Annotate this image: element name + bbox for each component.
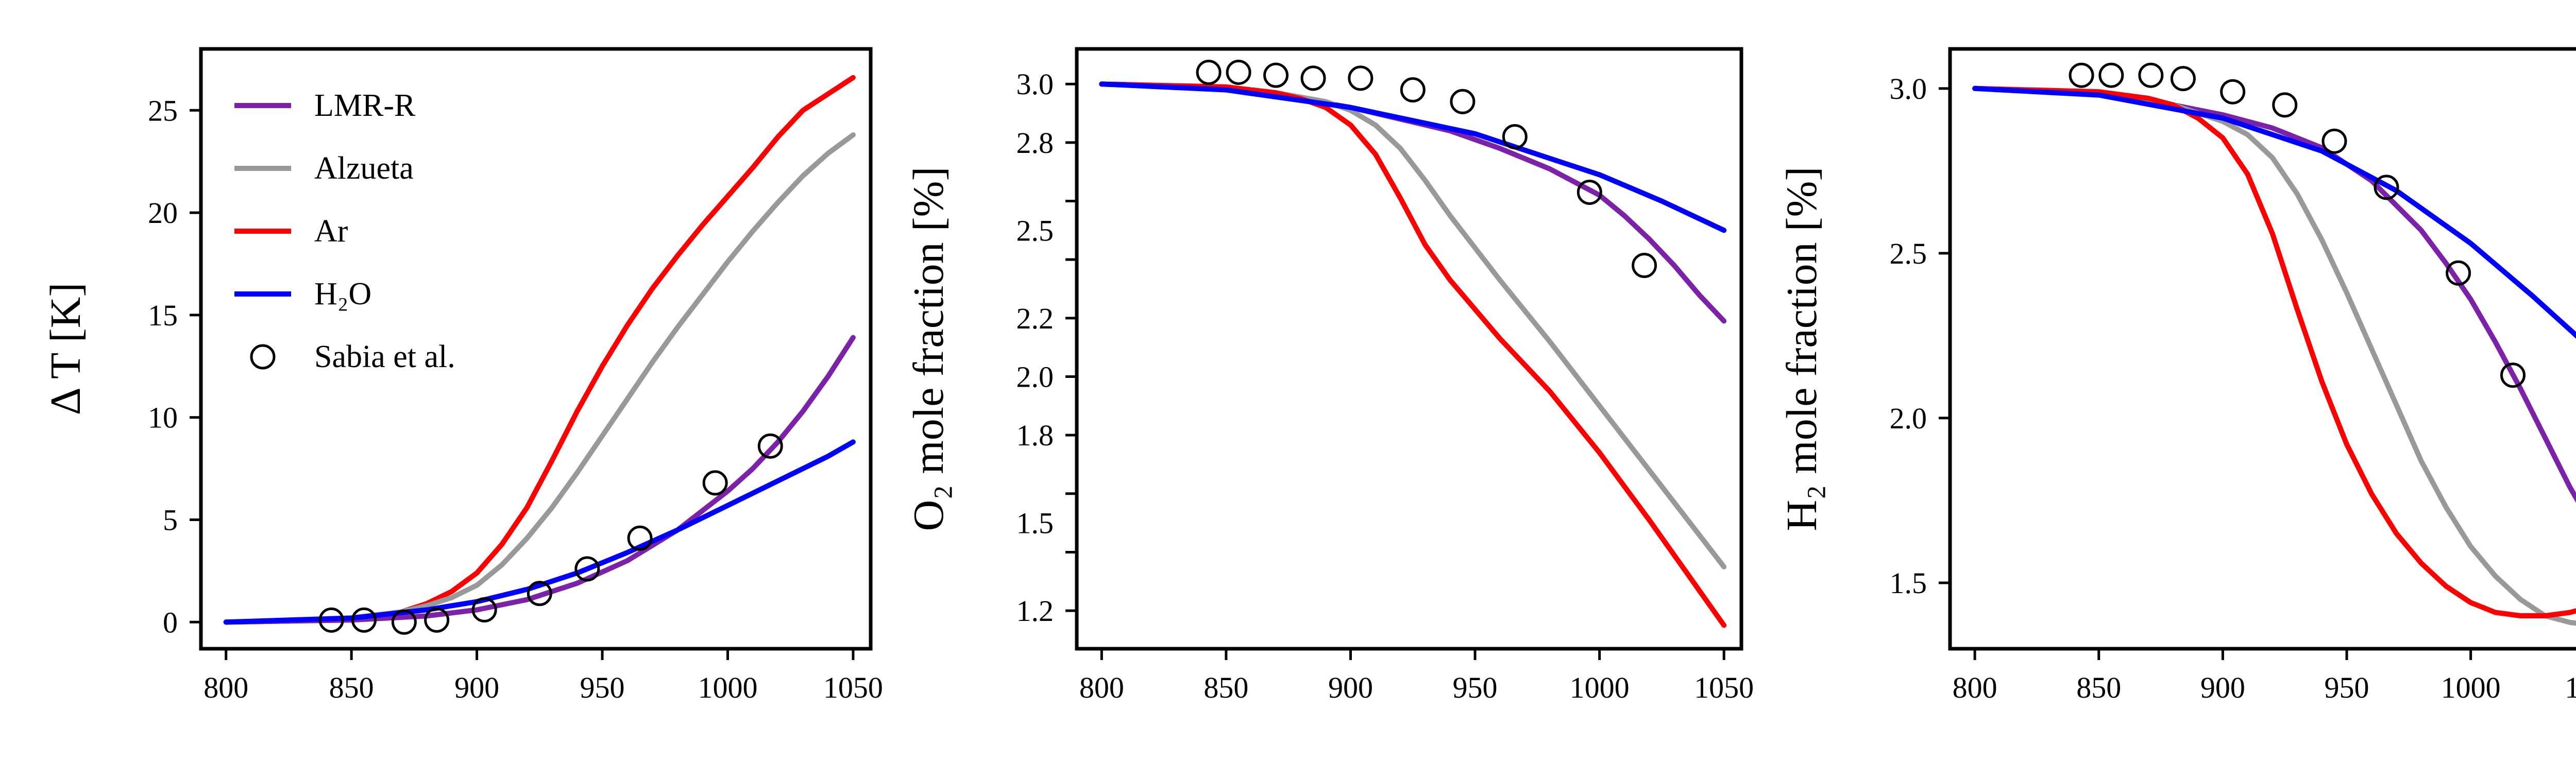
y-tick-label: 2.5 [1890,237,1927,270]
data-point-sabia [2138,62,2164,88]
data-point-sabia [1300,65,1326,91]
y-axis-title: O₂ mole fraction [%] [905,166,953,531]
x-tick-label: 850 [2076,671,2121,704]
data-point-sabia [2272,92,2298,118]
y-tick-label: 0 [163,605,178,639]
y-tick-label: 2.0 [1890,402,1927,435]
y-tick-label: 20 [148,196,178,230]
x-tick-label: 900 [454,671,499,704]
data-point-sabia [574,556,600,582]
panel-h2-mole-fraction: 800 850 900 950 1000 1050 1.5 2.0 2.5 3.0 H₂ mole … [1778,47,2576,704]
data-point-sabia [1632,253,1657,279]
y-tick-label: 3.0 [1016,67,1054,101]
plot-area [1972,62,2576,626]
y-tick-label: 1.5 [1890,566,1927,600]
axes-frame [1075,47,1743,651]
x-tick-label: 1050 [2565,671,2576,704]
data-point-sabia [2170,66,2196,92]
data-point-sabia [2220,79,2246,105]
series-line-h-o [1099,81,1727,233]
data-point-sabia [471,597,497,622]
legend-label: H₂O [314,276,371,311]
x-tick-label: 1000 [2441,671,2501,704]
data-point-sabia [1348,65,1374,91]
data-point-sabia [757,433,783,459]
y-axis-title: Δ T [K] [42,283,90,415]
data-point-sabia [1577,179,1602,205]
data-point-sabia [2098,62,2124,88]
x-tick-label: 950 [2325,671,2369,704]
x-tick-label: 850 [1204,671,1248,704]
axes-frame [199,47,873,651]
data-point-sabia [351,607,377,633]
data-point-sabia [527,581,552,607]
x-tick-label: 1000 [698,671,757,704]
data-point-sabia [1263,62,1289,88]
y-tick-label: 2.2 [1016,302,1054,335]
series-line-lmr-r [1972,85,2576,503]
y-tick-label: 25 [148,94,178,127]
x-tick-label: 800 [1953,671,1997,704]
legend-marker-open-circle [250,344,276,370]
data-point-sabia [2374,175,2399,200]
data-point-sabia [2321,128,2347,154]
legend-label: Ar [314,214,348,249]
legend-label: LMR-R [314,88,416,123]
data-point-sabia [2069,62,2094,88]
x-tick-label: 1000 [1570,671,1630,704]
series-line-lmr-r [223,335,856,625]
x-tick-label: 900 [1328,671,1373,704]
y-tick-label: 3.0 [1890,72,1927,106]
data-point-sabia [627,525,653,551]
y-tick-label: 1.5 [1016,507,1054,540]
data-point-sabia [424,607,450,633]
y-tick-label: 2.0 [1016,360,1054,393]
y-tick-label: 10 [148,401,178,435]
panel-delta-t: 800 850 900 950 1000 1050 0 5 10 15 20 25 Δ T [K] LMR… [42,47,883,704]
x-tick-label: 800 [1079,671,1124,704]
legend: LMR-R Alzueta Ar H₂O Sabia et al. [234,88,455,374]
x-tick-label: 950 [1453,671,1498,704]
x-tick-label: 1050 [823,671,883,704]
data-point-sabia [1450,89,1476,114]
y-tick-label: 5 [163,504,178,537]
data-point-sabia [391,609,417,635]
x-tick-label: 800 [204,671,248,704]
series-line-ar [1972,85,2576,618]
legend-label: Sabia et al. [314,339,455,374]
data-point-sabia [1226,59,1251,85]
y-axis-title: H₂ mole fraction [%] [1778,166,1826,531]
data-point-sabia [318,607,344,633]
y-tick-label: 1.8 [1016,419,1054,452]
x-tick-label: 950 [580,671,625,704]
y-tick-label: 2.5 [1016,214,1054,247]
data-point-sabia [702,470,728,496]
series-line-h-o [223,439,856,625]
data-point-sabia [1400,77,1426,103]
data-point-sabia [2446,260,2471,286]
data-point-sabia [1502,124,1528,149]
x-tick-label: 850 [329,671,374,704]
data-point-sabia [2500,362,2526,388]
axes-frame [1948,47,2576,651]
data-point-sabia [1196,59,1222,85]
series-line-alzueta [1972,85,2576,626]
series-line-alzueta [223,132,856,625]
plot-area [223,75,856,635]
panel-o2-mole-fraction: 800 850 900 950 1000 1050 1.2 1.5 1.8 2.0 2.2 2.5 2.… [905,47,1754,704]
legend-label: Alzueta [314,151,414,186]
plot-area [1099,59,1727,628]
y-tick-label: 2.8 [1016,126,1054,160]
x-tick-label: 900 [2200,671,2245,704]
series-line-h-o [1972,85,2576,339]
x-tick-label: 1050 [1694,671,1754,704]
y-tick-label: 15 [148,299,178,332]
y-tick-label: 1.2 [1016,594,1054,628]
